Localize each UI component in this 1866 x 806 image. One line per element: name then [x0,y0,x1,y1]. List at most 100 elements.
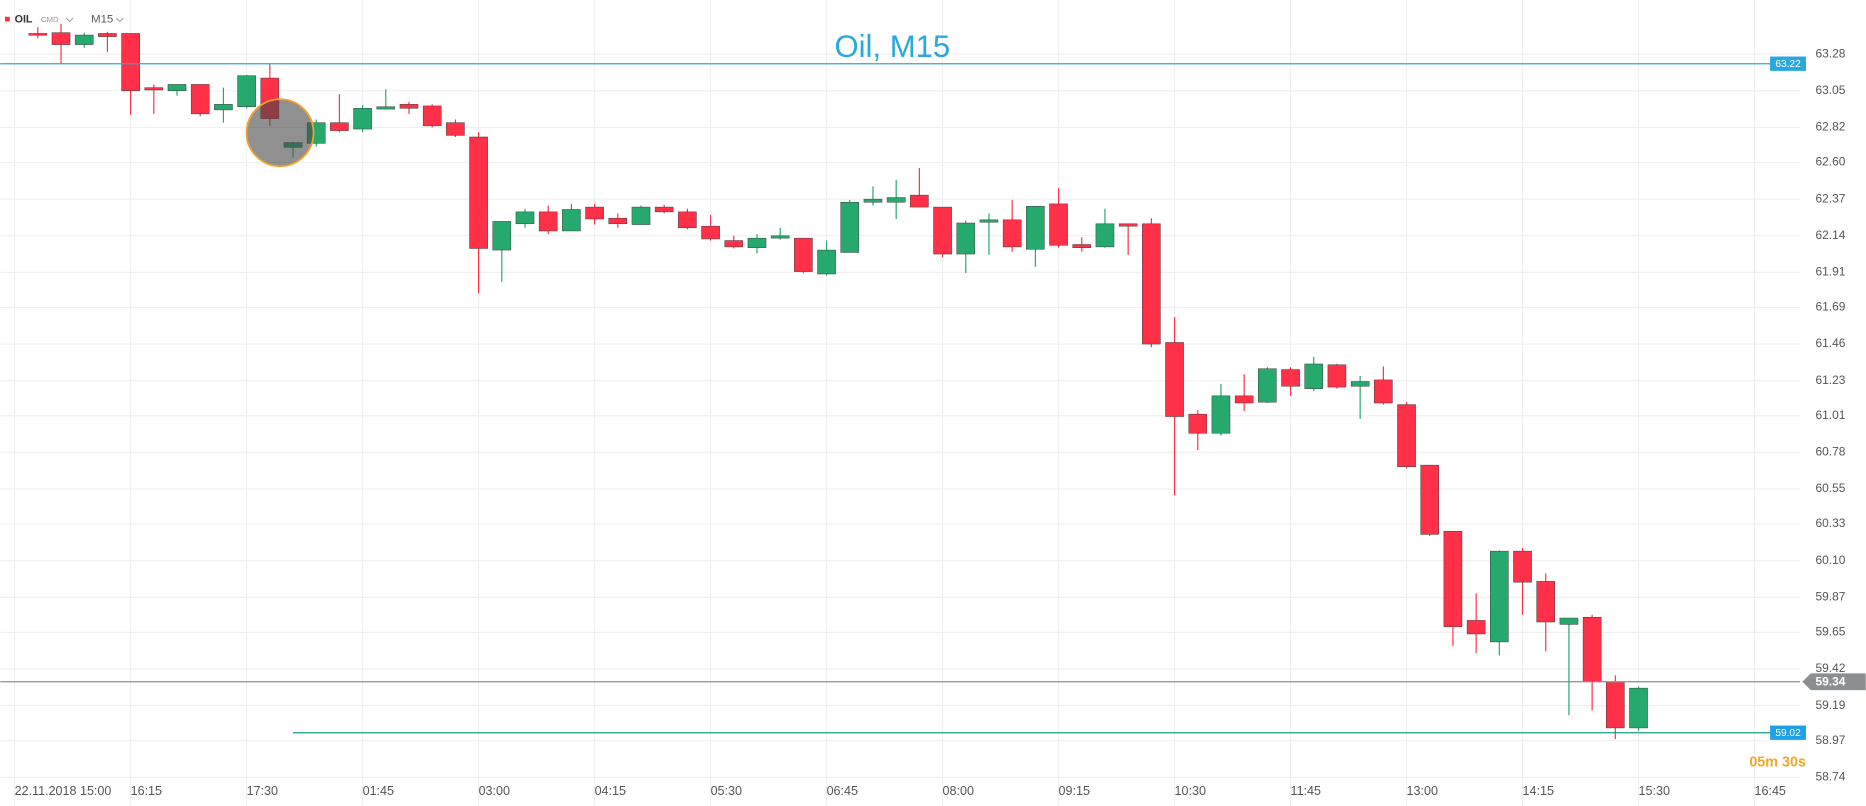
current-price-tag [1802,673,1866,691]
y-tick-label: 58.97 [1816,733,1846,747]
y-tick-label: 61.46 [1816,336,1846,350]
candle-body [121,33,140,92]
candle-body [1234,395,1254,404]
candle-body [190,84,210,115]
candle-body [167,84,187,92]
market: CMD [41,15,59,24]
y-tick-label: 63.28 [1816,46,1846,60]
candle-body [1443,530,1463,628]
candle-body [51,32,71,45]
x-tick-label: 16:45 [1755,784,1786,798]
candle-body [747,237,767,248]
candle-body [492,221,512,251]
candle-body [1350,381,1370,387]
event-marker[interactable] [245,98,315,168]
symbol-icon [5,16,10,22]
x-tick-label: 01:45 [363,784,394,798]
y-tick-label: 60.55 [1816,481,1846,495]
y-tick-label: 59.65 [1816,625,1846,639]
interval[interactable]: M15 [91,14,113,26]
y-tick-label: 60.78 [1816,445,1846,459]
candle-body [1304,363,1324,389]
price-line-tag [1770,725,1806,740]
candle-body [399,104,419,109]
price-line-label: 63.22 [1775,59,1801,70]
y-tick-label: 59.87 [1816,589,1846,603]
candle-body [1072,244,1092,248]
y-tick-label: 59.19 [1816,698,1846,712]
candle-body [446,122,465,136]
candle-body [1629,687,1648,729]
candle-body [1490,550,1509,643]
y-tick-label: 63.05 [1816,83,1846,97]
candle-body [886,197,906,203]
dropdown-caret[interactable] [65,17,74,23]
candle-body [1397,404,1416,467]
candle-body [608,217,628,225]
dropdown-caret[interactable] [115,17,124,23]
candle-body [28,33,48,36]
candle-timer: 05m 30s [1749,755,1806,771]
candle-body [1095,223,1115,248]
candle-body [1118,223,1138,227]
symbol[interactable]: OIL [15,14,33,26]
candle-body [1327,364,1347,388]
candle-body [956,222,976,255]
candle-body [1466,620,1486,635]
candle-body [933,206,952,255]
candle-body [214,104,233,111]
x-tick-label: 03:00 [479,784,510,798]
y-tick-label: 61.91 [1816,265,1846,279]
candle-body [678,211,697,229]
x-tick-label: 06:45 [827,784,858,798]
candle-body [1258,368,1277,403]
y-tick-label: 62.37 [1816,191,1846,205]
candle-body [1559,617,1579,625]
candle-body [1536,581,1556,623]
candle-body [817,249,836,275]
y-tick-label: 61.23 [1816,373,1846,387]
x-tick-label: 09:15 [1059,784,1090,798]
x-tick-label: 10:30 [1175,784,1206,798]
price-line-tag [1770,56,1806,71]
candle-body [1281,369,1300,387]
y-tick-label: 58.74 [1816,769,1846,783]
candle-body [237,75,256,107]
candle-body [1374,379,1393,404]
candle-body [794,237,813,272]
y-tick-label: 62.14 [1816,228,1846,242]
candle-body [910,194,929,208]
candle-body [840,202,860,253]
candle-body [1142,223,1161,345]
candle-body [422,105,442,127]
overlay-layer: 63.28 63.05 62.82 62.60 62.37 62.14 61.91 61.69… [0,46,1866,798]
candle-body [1026,206,1045,250]
candle-body [654,206,674,213]
candle-body [376,106,396,110]
candle-body [1188,413,1208,434]
grid-layer [0,0,1800,806]
x-tick-label: 11:45 [1291,784,1321,798]
y-tick-label: 59.42 [1816,661,1846,675]
x-tick-label: 08:00 [943,784,974,798]
x-tick-label: 13:00 [1407,784,1438,798]
candle-body [330,122,349,131]
x-tick-label: 16:15 [131,784,162,798]
candle-body [1606,681,1625,729]
chart-title: Oil, M15 [834,29,950,64]
candle-body [538,211,558,232]
current-price-label: 59.34 [1816,675,1846,689]
candle-body [1420,464,1440,535]
candle-body [1513,550,1532,583]
y-tick-label: 60.10 [1816,553,1846,567]
y-tick-label: 61.01 [1816,408,1846,422]
x-tick-label: 04:15 [595,784,626,798]
x-tick-label: 05:30 [711,784,742,798]
x-tick-label: 17:30 [247,784,278,798]
x-tick-label: 15:30 [1639,784,1670,798]
candle-body [469,136,488,249]
candle-body [144,87,164,91]
candle-body [770,235,790,239]
